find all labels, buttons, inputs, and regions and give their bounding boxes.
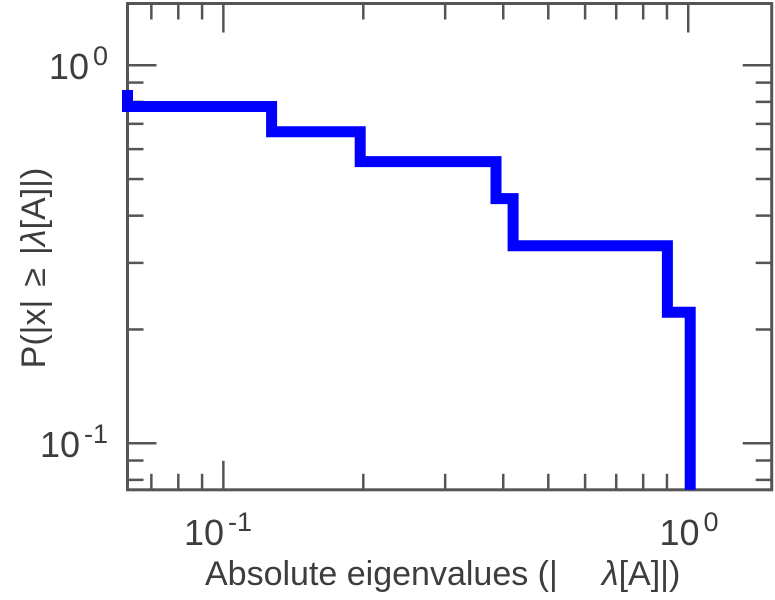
y-tick-label-1e0: 10 0 <box>48 41 108 88</box>
x-tick-1e-1-exponent: -1 <box>228 507 253 537</box>
lambda-symbol: λ <box>601 555 619 593</box>
x-axis-label-text-end: [A]|) <box>618 555 681 593</box>
ccdf-step-line <box>122 90 696 490</box>
lambda-symbol: λ <box>15 229 53 247</box>
y-tick-1e0-base: 10 <box>48 46 89 87</box>
x-axis-label: Absolute eigenvalues (| λ[A]|) <box>205 557 680 591</box>
x-tick-label-1e0: 10 0 <box>659 507 718 554</box>
y-axis-label: P(|x| ≥ |λ[A]|) <box>15 167 53 369</box>
x-axis-label-text: Absolute eigenvalues (| <box>205 555 558 593</box>
y-tick-label-1e-1: 10 -1 <box>39 419 108 466</box>
y-axis-label-pipe: | <box>15 246 53 255</box>
x-tick-1e0-exponent: 0 <box>703 507 719 537</box>
y-axis-label-text: P(|x| <box>15 299 53 369</box>
x-tick-1e0-base: 10 <box>659 512 700 553</box>
greater-equal-symbol: ≥ <box>15 267 53 287</box>
y-tick-1e-1-base: 10 <box>39 424 80 465</box>
plot-box <box>126 2 774 492</box>
y-tick-1e0-exponent: 0 <box>92 41 108 71</box>
x-tick-1e-1-base: 10 <box>183 512 225 553</box>
y-tick-1e-1-exponent: -1 <box>83 419 108 449</box>
y-axis-label-text-end: [A]|) <box>15 167 53 230</box>
x-tick-label-1e-1: 10 -1 <box>183 507 252 554</box>
